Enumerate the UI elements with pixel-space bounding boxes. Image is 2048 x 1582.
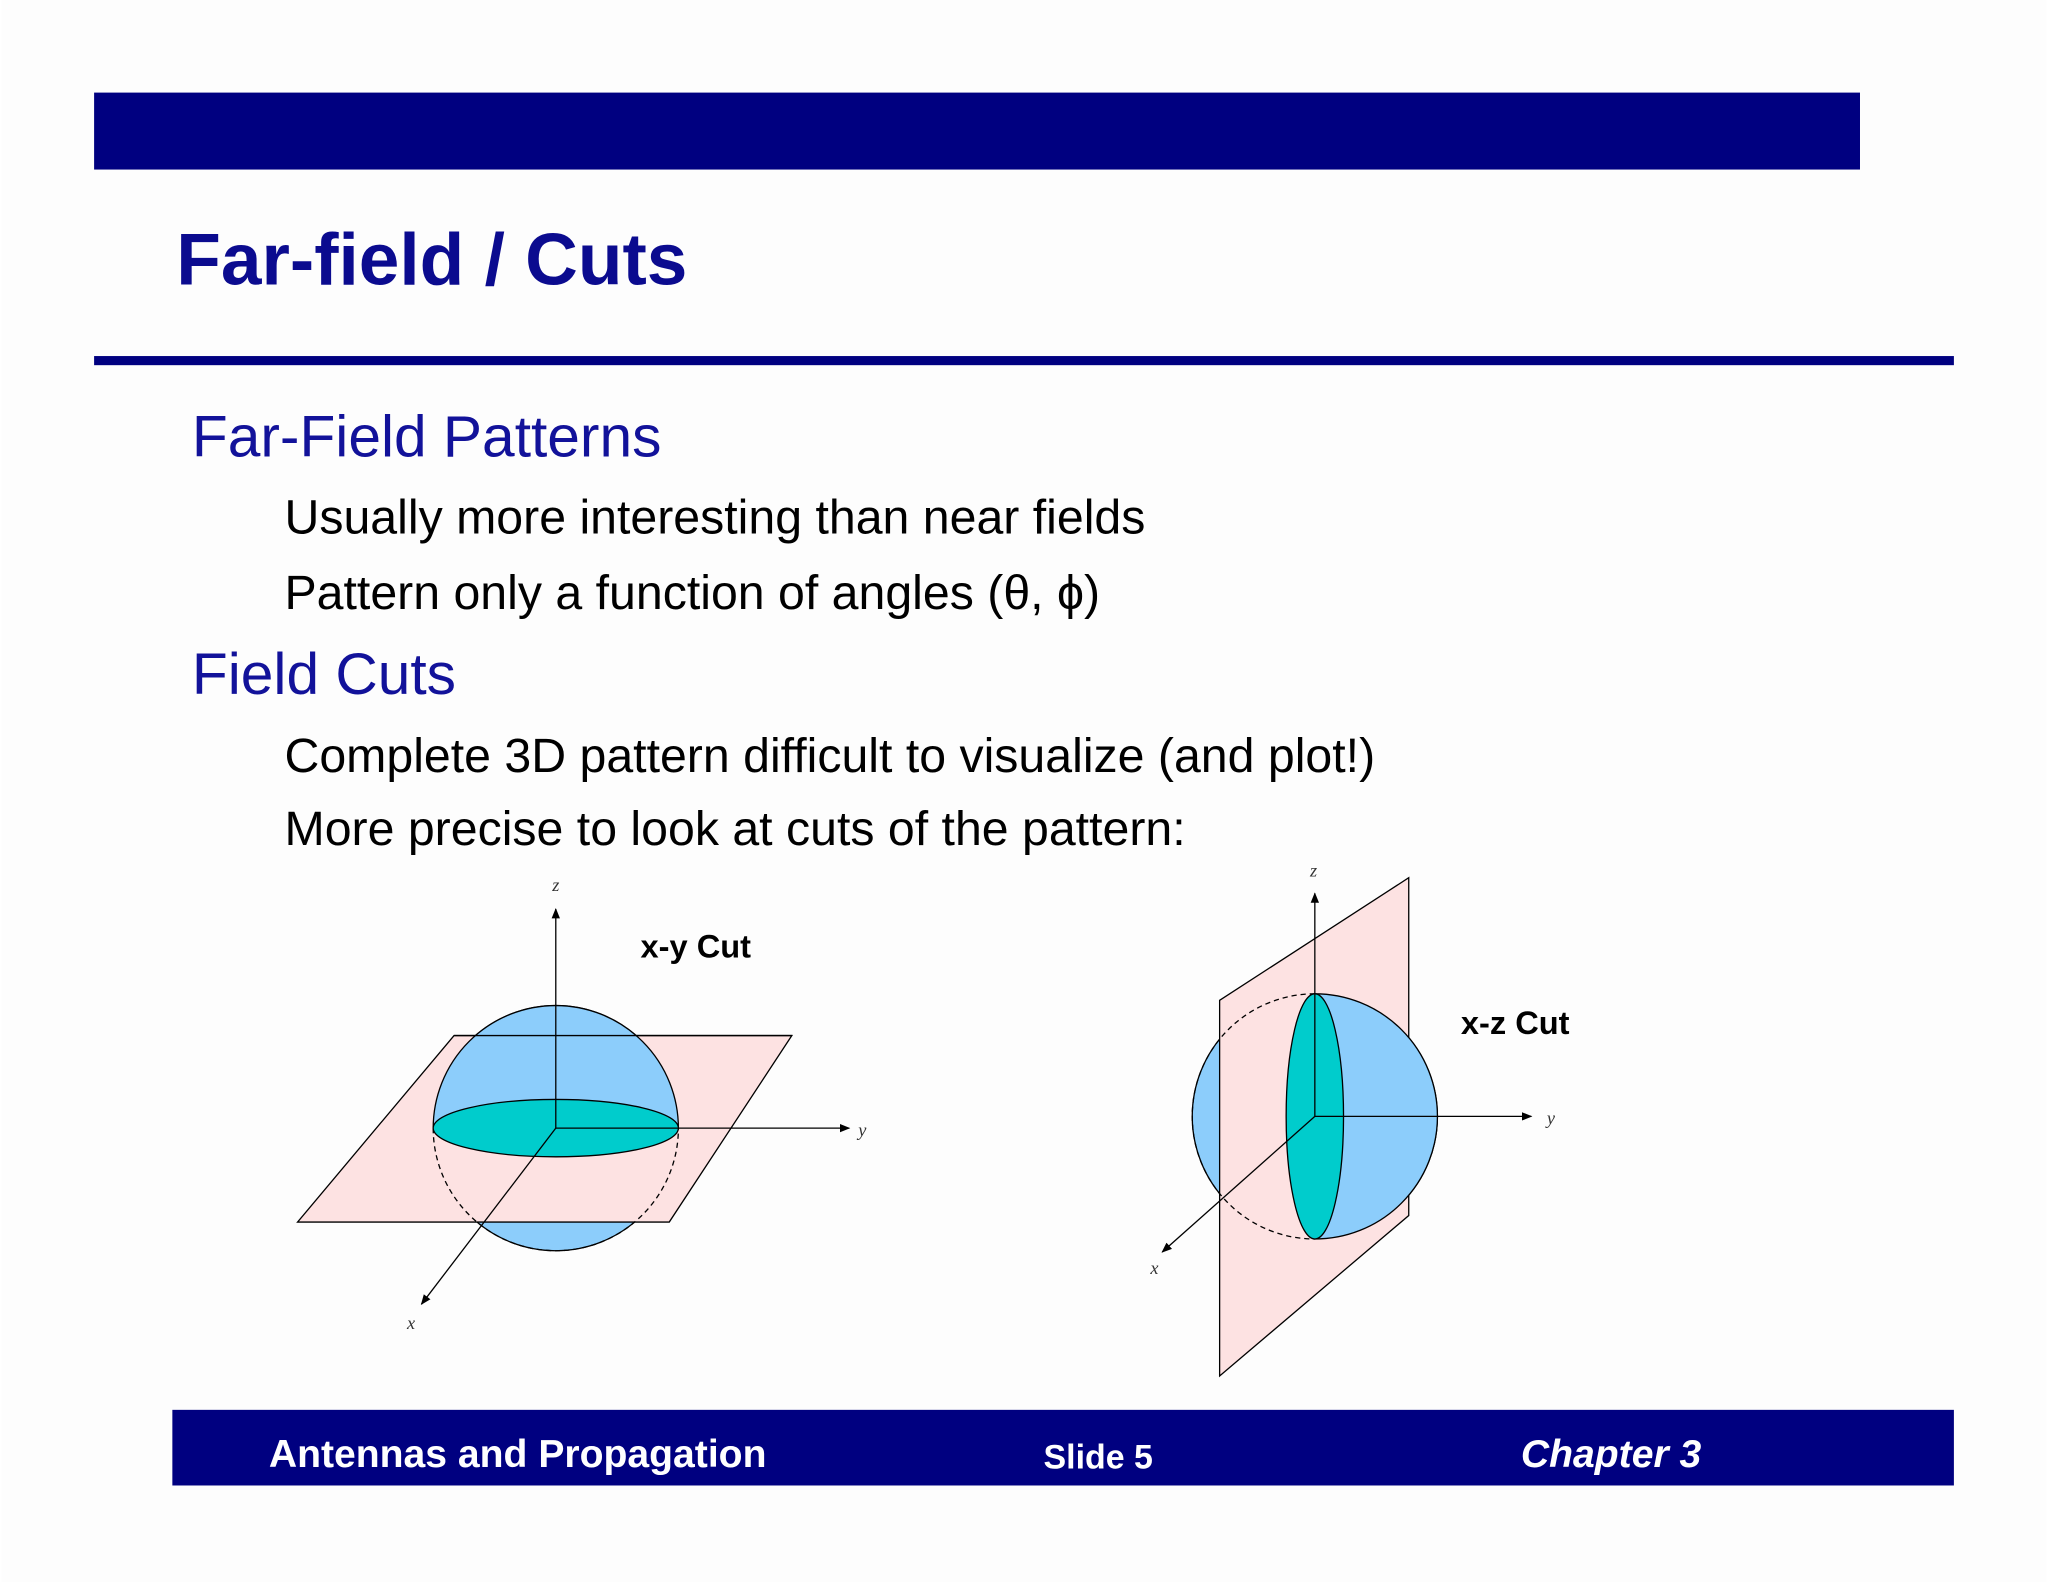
top-bar [94,92,1860,170]
bullet: More precise to look at cuts of the patt… [285,802,1186,856]
bullet: Complete 3D pattern difficult to visuali… [285,729,1376,783]
axis-label: y [1545,1108,1556,1128]
axis-label: z [1309,860,1317,880]
slide-title: Far-field / Cuts [176,219,687,300]
xz-cut-figure [1161,876,1533,1378]
title-rule [94,356,1954,366]
footer-right: Chapter 3 [1521,1433,1702,1476]
axis-label: x [406,1313,415,1333]
axis-label: y [856,1120,867,1140]
bullet: Pattern only a function of angles (θ, ϕ) [285,566,1101,620]
figure-label: x-y Cut [641,927,752,964]
figure-label: x-z Cut [1461,1004,1570,1041]
footer-left: Antennas and Propagation [269,1433,767,1476]
footer-center: Slide 5 [1044,1439,1153,1477]
section-heading: Field Cuts [192,642,456,707]
bullet: Usually more interesting than near field… [285,490,1146,544]
xy-cut-figure [296,907,851,1306]
footer-bar [172,1409,1954,1486]
axis-label: z [551,875,559,895]
axis-label: x [1149,1258,1158,1278]
section-heading: Far-Field Patterns [192,404,662,469]
